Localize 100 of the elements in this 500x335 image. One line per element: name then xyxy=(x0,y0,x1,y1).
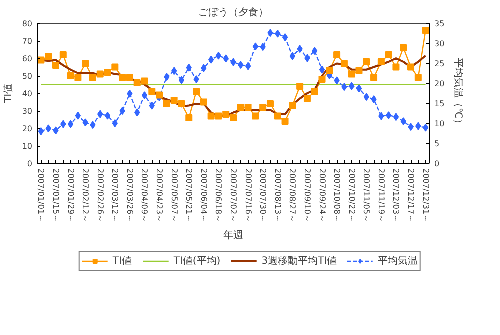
x-tick-label: 2007/09/24～ xyxy=(318,168,327,223)
point xyxy=(408,64,415,71)
point xyxy=(260,104,267,111)
point xyxy=(60,120,66,128)
x-tick-label: 2007/09/10～ xyxy=(302,168,312,223)
point xyxy=(289,102,296,110)
point xyxy=(400,44,408,52)
point xyxy=(52,62,60,69)
point xyxy=(200,98,208,106)
point xyxy=(148,88,156,96)
chart-title: ごぼう（夕食） xyxy=(198,6,268,18)
x-tick-label: 2007/03/12～ xyxy=(110,168,120,223)
y2-tick-label: 30 xyxy=(434,40,445,48)
point xyxy=(414,74,422,82)
point xyxy=(422,27,430,34)
point xyxy=(408,123,414,132)
point xyxy=(326,67,334,74)
legend-label: 平均気温 xyxy=(378,255,418,268)
point xyxy=(252,112,260,120)
point xyxy=(194,76,200,84)
point xyxy=(112,64,119,71)
point xyxy=(53,126,59,135)
point xyxy=(297,45,303,54)
point xyxy=(186,64,192,72)
point xyxy=(178,100,186,108)
point xyxy=(104,112,111,120)
point xyxy=(141,78,148,85)
point xyxy=(416,122,422,130)
point xyxy=(74,74,82,82)
point xyxy=(60,52,67,58)
point xyxy=(260,43,266,52)
point xyxy=(68,120,74,128)
point xyxy=(45,53,52,60)
point xyxy=(422,124,429,132)
point xyxy=(393,113,400,122)
point xyxy=(319,66,326,74)
x-tick-label: 2007/05/07～ xyxy=(170,168,179,223)
point xyxy=(178,76,185,84)
x-tick-label: 2007/06/04～ xyxy=(199,168,208,223)
point xyxy=(215,112,222,120)
x-tick-label: 2007/12/31～ xyxy=(421,168,430,223)
point xyxy=(318,76,326,83)
point xyxy=(364,93,370,102)
x-tick-label: 2007/01/01～ xyxy=(36,168,46,223)
point xyxy=(126,74,134,82)
x-tick-label: 2007/08/27～ xyxy=(288,168,298,223)
point xyxy=(356,84,362,93)
x-tick-label: 2007/02/12～ xyxy=(81,168,90,223)
point xyxy=(75,112,82,120)
point xyxy=(89,74,96,82)
x-tick-label: 2007/10/08～ xyxy=(332,168,342,223)
y2-tick-label: 20 xyxy=(434,80,445,88)
point xyxy=(170,97,178,104)
point xyxy=(112,120,118,128)
point xyxy=(223,54,229,63)
x-tick-label: 2007/05/21～ xyxy=(184,168,194,223)
point xyxy=(222,111,230,118)
point xyxy=(340,60,348,68)
x-tick-label: 2007/03/26～ xyxy=(125,168,134,223)
point xyxy=(193,88,200,96)
y-tick-label: 70 xyxy=(22,37,33,46)
point xyxy=(142,92,148,100)
y-tick-label: 50 xyxy=(22,72,33,81)
point xyxy=(119,74,126,82)
y-tick-label: 20 xyxy=(22,124,33,134)
point xyxy=(334,52,341,58)
point xyxy=(378,58,385,66)
point xyxy=(282,34,288,42)
x-axis-title: 年週 xyxy=(224,230,244,242)
point xyxy=(311,88,318,96)
x-tick-label: 2007/11/05～ xyxy=(362,168,372,223)
y2-tick-label: 10 xyxy=(434,120,445,128)
x-tick-label: 2007/01/29～ xyxy=(66,168,76,223)
legend-label: 3週移動平均TI値 xyxy=(262,255,338,268)
point xyxy=(230,114,237,122)
point xyxy=(334,76,340,85)
y-axis-title: TI値 xyxy=(2,84,14,104)
y2-tick-label: 25 xyxy=(434,60,445,68)
point xyxy=(312,47,318,56)
point xyxy=(104,69,112,76)
point xyxy=(268,29,274,38)
point xyxy=(164,73,170,82)
point xyxy=(266,100,274,108)
x-tick-label: 2007/04/09～ xyxy=(140,168,150,223)
legend-label: TI値(平均) xyxy=(174,255,221,268)
point xyxy=(392,64,400,71)
point xyxy=(275,30,281,38)
y-tick-label: 60 xyxy=(22,54,33,64)
x-tick-label: 2007/06/18～ xyxy=(214,168,224,223)
point xyxy=(348,70,356,78)
x-tick-label: 2007/07/30～ xyxy=(258,168,268,223)
point xyxy=(82,118,88,127)
point xyxy=(90,121,96,130)
legend-label: TI値 xyxy=(112,255,133,268)
y-tick-label: 40 xyxy=(22,90,33,98)
point xyxy=(370,74,378,82)
point xyxy=(244,104,252,111)
y2-tick-label: 0 xyxy=(434,160,440,168)
point xyxy=(290,52,296,60)
point xyxy=(349,82,355,90)
